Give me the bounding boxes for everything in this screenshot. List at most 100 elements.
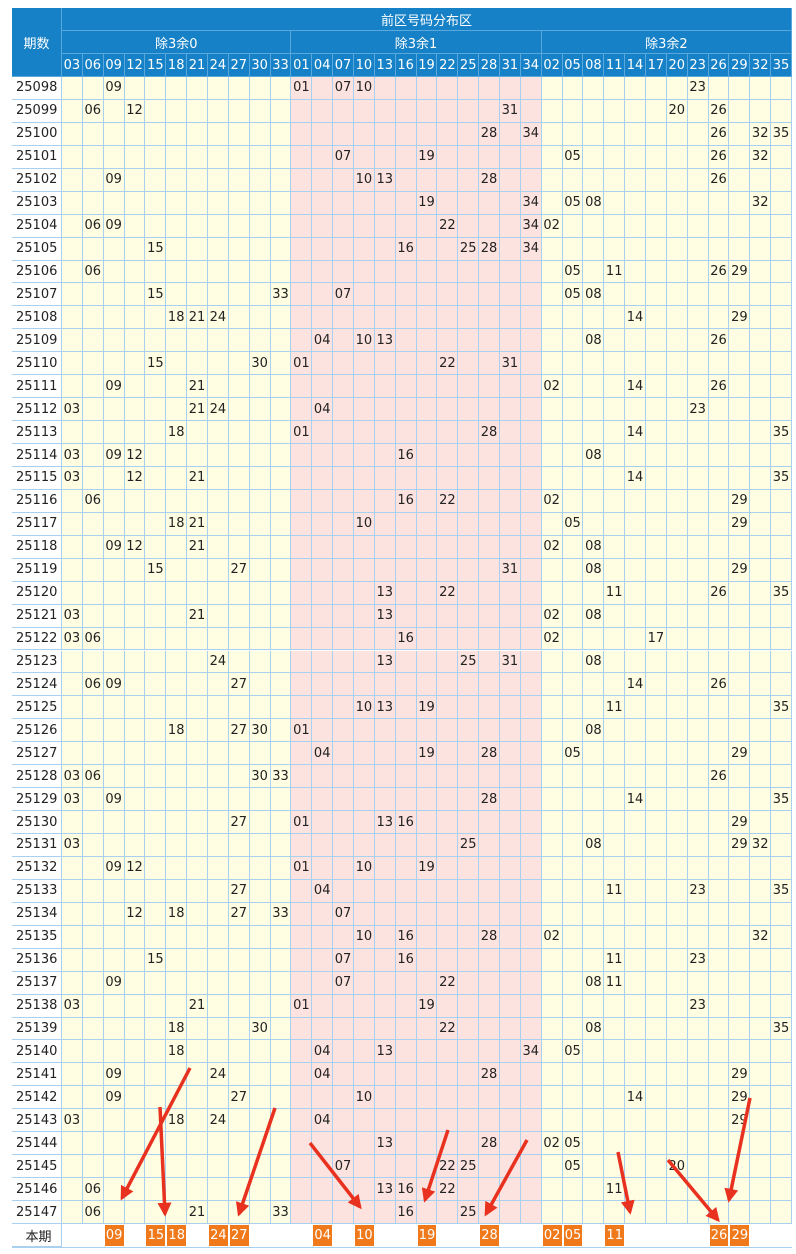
empty-cell bbox=[333, 466, 354, 490]
empty-cell bbox=[708, 627, 730, 651]
drawn-number: 27 bbox=[228, 558, 250, 582]
empty-cell bbox=[666, 604, 688, 628]
issue-number: 25099 bbox=[12, 99, 62, 123]
empty-cell bbox=[437, 948, 459, 972]
empty-cell bbox=[646, 1040, 667, 1064]
empty-cell bbox=[333, 168, 354, 192]
empty-cell bbox=[625, 444, 646, 467]
empty-cell bbox=[541, 902, 563, 926]
empty-cell bbox=[729, 1178, 751, 1202]
empty-cell bbox=[166, 811, 188, 835]
empty-cell bbox=[437, 283, 459, 307]
empty-cell bbox=[479, 834, 500, 857]
empty-cell bbox=[62, 673, 83, 697]
drawn-number: 03 bbox=[62, 788, 83, 812]
empty-cell bbox=[750, 512, 772, 536]
drawn-number: 29 bbox=[729, 742, 751, 766]
empty-cell bbox=[666, 444, 688, 467]
empty-cell bbox=[249, 925, 271, 949]
empty-cell bbox=[583, 489, 605, 513]
empty-cell bbox=[354, 948, 375, 972]
drawn-number: 15 bbox=[145, 352, 167, 376]
empty-cell bbox=[604, 1063, 626, 1087]
empty-cell bbox=[583, 1086, 605, 1110]
empty-cell bbox=[520, 444, 542, 467]
empty-cell bbox=[666, 1063, 688, 1087]
empty-cell bbox=[604, 1201, 626, 1224]
drawn-number: 23 bbox=[687, 77, 709, 100]
drawn-number: 34 bbox=[520, 1040, 542, 1064]
empty-cell bbox=[750, 375, 772, 399]
column-header: 08 bbox=[583, 54, 605, 77]
empty-cell bbox=[354, 994, 375, 1018]
empty-cell bbox=[249, 742, 271, 766]
drawn-number: 26 bbox=[708, 168, 730, 192]
empty-cell bbox=[208, 788, 229, 812]
empty-cell bbox=[249, 1132, 271, 1156]
column-header: 20 bbox=[666, 54, 688, 77]
empty-cell bbox=[187, 650, 208, 674]
empty-cell bbox=[646, 77, 667, 100]
empty-cell bbox=[82, 581, 104, 605]
drawn-number: 14 bbox=[625, 306, 646, 330]
empty-cell bbox=[187, 168, 208, 192]
empty-cell bbox=[416, 627, 438, 651]
drawn-number: 06 bbox=[82, 673, 104, 697]
empty-cell bbox=[708, 352, 730, 376]
empty-cell bbox=[166, 122, 188, 146]
empty-cell bbox=[771, 512, 792, 536]
empty-cell bbox=[750, 283, 772, 307]
drawn-number: 27 bbox=[228, 902, 250, 926]
empty-cell bbox=[604, 99, 626, 123]
empty-cell bbox=[103, 581, 125, 605]
drawn-number: 35 bbox=[771, 581, 792, 605]
empty-cell bbox=[708, 398, 730, 422]
empty-cell bbox=[479, 306, 500, 330]
empty-cell bbox=[145, 329, 167, 353]
empty-cell bbox=[291, 260, 313, 284]
empty-cell bbox=[208, 994, 229, 1018]
empty-cell bbox=[666, 122, 688, 146]
empty-cell bbox=[687, 329, 709, 353]
empty-cell bbox=[333, 719, 354, 743]
empty-cell bbox=[62, 1178, 83, 1202]
empty-cell bbox=[416, 1086, 438, 1110]
drawn-number: 26 bbox=[708, 329, 730, 353]
empty-cell bbox=[333, 811, 354, 835]
empty-cell bbox=[208, 122, 229, 146]
empty-cell bbox=[687, 421, 709, 445]
empty-cell bbox=[416, 558, 438, 582]
empty-cell bbox=[62, 214, 83, 238]
empty-cell bbox=[124, 191, 146, 215]
empty-cell bbox=[312, 1086, 334, 1110]
drawn-number: 27 bbox=[228, 1086, 250, 1110]
empty-cell bbox=[187, 673, 208, 697]
drawn-number: 10 bbox=[354, 168, 375, 192]
empty-cell bbox=[208, 856, 229, 880]
empty-cell bbox=[124, 879, 146, 903]
empty-cell bbox=[333, 788, 354, 812]
empty-cell bbox=[541, 444, 563, 467]
empty-cell bbox=[458, 1178, 480, 1202]
drawn-number: 22 bbox=[437, 581, 459, 605]
empty-cell bbox=[458, 375, 480, 399]
empty-cell bbox=[625, 1017, 646, 1041]
empty-cell bbox=[145, 696, 167, 720]
drawn-number: 22 bbox=[437, 971, 459, 995]
empty-cell bbox=[395, 971, 417, 995]
empty-cell bbox=[145, 512, 167, 536]
drawn-number: 01 bbox=[291, 77, 313, 100]
column-header: 15 bbox=[145, 54, 167, 77]
empty-cell bbox=[750, 1224, 772, 1247]
drawn-number: 30 bbox=[249, 765, 271, 789]
empty-cell bbox=[354, 834, 375, 857]
empty-cell bbox=[562, 948, 584, 972]
empty-cell bbox=[541, 558, 563, 582]
empty-cell bbox=[124, 742, 146, 766]
empty-cell bbox=[291, 489, 313, 513]
empty-cell bbox=[395, 466, 417, 490]
area-title: 前区号码分布区 bbox=[62, 8, 792, 31]
empty-cell bbox=[771, 145, 792, 169]
empty-cell bbox=[374, 214, 396, 238]
empty-cell bbox=[249, 535, 271, 559]
